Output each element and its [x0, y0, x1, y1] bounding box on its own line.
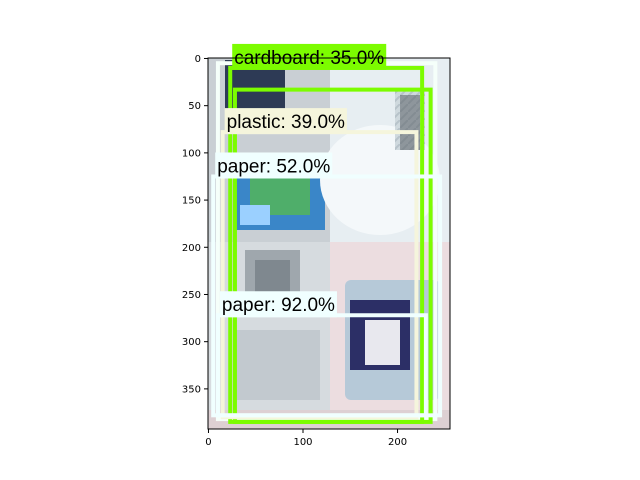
- y-tick-label: 350: [182, 384, 201, 395]
- x-tick-label: 200: [388, 437, 407, 448]
- y-tick-label: 150: [182, 196, 201, 207]
- x-tick-label: 0: [205, 437, 211, 448]
- label-text: plastic: 39.0%: [227, 112, 345, 133]
- y-axis-ticks: 0 50 100 150 200 250 300 350: [182, 54, 208, 395]
- detection-labels: cardboard: 35.0% plastic: 39.0% paper: 52.…: [215, 43, 387, 318]
- label-background: [224, 108, 347, 135]
- label-background: [232, 43, 387, 70]
- label-text: paper: 52.0%: [217, 156, 330, 177]
- y-tick-label: 100: [182, 148, 201, 159]
- x-axis-ticks: 0 100 200: [205, 429, 407, 448]
- detection-label: cardboard: 35.0%: [232, 43, 387, 70]
- y-tick-label: 300: [182, 337, 201, 348]
- label-background: [219, 291, 337, 318]
- y-tick-label: 200: [182, 243, 201, 254]
- detection-label: paper: 52.0%: [215, 152, 333, 179]
- y-tick-label: 50: [188, 101, 201, 112]
- y-tick-label: 0: [195, 54, 201, 65]
- x-tick-label: 100: [293, 437, 312, 448]
- y-tick-label: 250: [182, 290, 201, 301]
- label-text: paper: 92.0%: [222, 295, 335, 316]
- axes-frame: [207, 57, 451, 430]
- detection-label: paper: 92.0%: [219, 291, 337, 318]
- detection-label: plastic: 39.0%: [224, 108, 347, 135]
- label-background: [215, 152, 333, 179]
